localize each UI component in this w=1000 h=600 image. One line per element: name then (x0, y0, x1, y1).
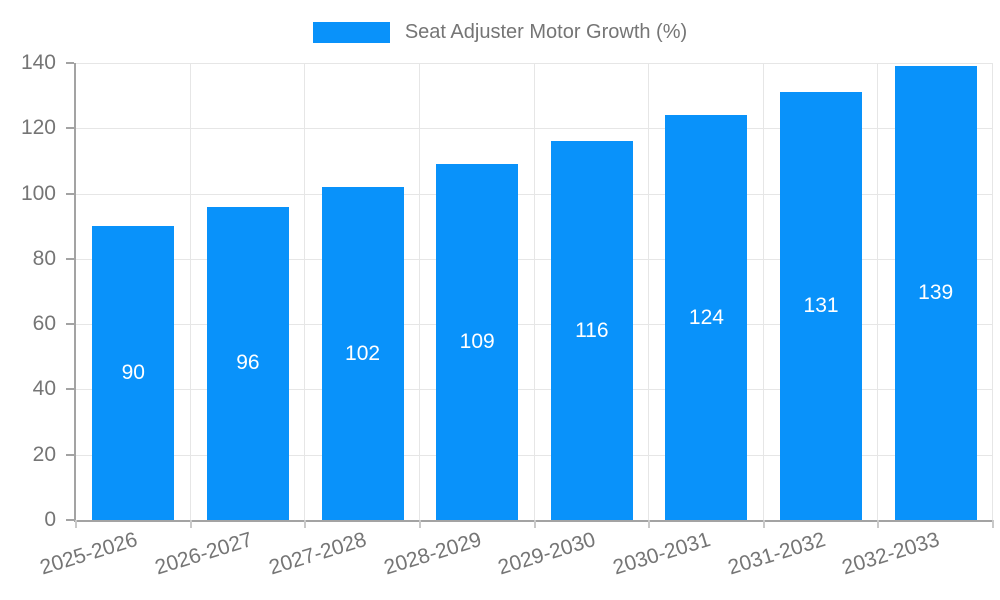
bar-value-label: 102 (345, 341, 381, 365)
y-axis-tick-label: 20 (32, 442, 56, 466)
bar-2030-2031: 124 (665, 115, 748, 520)
bar-2028-2029: 109 (436, 164, 519, 520)
bar-value-label: 96 (236, 351, 260, 375)
x-axis-tick (418, 520, 421, 528)
bar-value-label: 131 (803, 294, 839, 318)
legend-label[interactable]: Seat Adjuster Motor Growth (%) (404, 21, 688, 43)
bar-2032-2033: 139 (894, 66, 977, 520)
y-axis-tick-label: 140 (20, 51, 56, 74)
gridline-horizontal (76, 128, 993, 130)
bar-value-label: 139 (918, 281, 954, 305)
x-axis-tick (648, 520, 651, 528)
x-axis-tick (877, 520, 880, 528)
x-axis-category-label-text: 2032-2033 (839, 528, 943, 580)
gridline-vertical (533, 63, 535, 520)
gridline-vertical (648, 63, 650, 520)
gridline-vertical (304, 63, 306, 520)
y-axis-tick (66, 388, 74, 391)
gridline-vertical (992, 63, 993, 520)
bar-2029-2030: 116 (550, 141, 633, 520)
bar-2026-2027: 96 (206, 206, 289, 520)
bar-value-label: 90 (121, 361, 145, 385)
gridline-horizontal (76, 389, 993, 391)
y-axis-tick (66, 127, 74, 130)
gridline-horizontal (76, 454, 993, 456)
x-axis-tick (533, 520, 536, 528)
gridline-vertical (189, 63, 191, 520)
y-axis-tick-label: 100 (20, 181, 56, 205)
x-axis-category-label-text: 2025-2026 (37, 528, 141, 580)
y-axis-tick-label: 0 (44, 508, 56, 531)
gridline-horizontal (76, 193, 993, 195)
gridline-vertical (762, 63, 764, 520)
x-axis-category-label-text: 2030-2031 (610, 528, 714, 580)
y-axis-tick (66, 453, 74, 456)
plot-area: 0 20 40 60 80 100 120 140 90 2025-2026 96 2026-2027… (21, 51, 994, 579)
x-axis-tick (992, 520, 994, 528)
gridline-horizontal (76, 63, 993, 64)
x-axis-tick (75, 520, 77, 528)
y-axis-tick-label: 40 (32, 377, 56, 401)
gridline-horizontal (76, 324, 993, 326)
bar-value-label: 116 (575, 318, 609, 342)
y-axis-tick-label: 120 (20, 116, 56, 140)
gridline-vertical (418, 63, 420, 520)
x-axis-category-label-text: 2027-2028 (266, 528, 370, 580)
x-axis-category-label-text: 2028-2029 (381, 528, 484, 580)
y-axis-tick (66, 257, 74, 260)
bar-2031-2032: 131 (780, 92, 863, 520)
gridline-vertical (877, 63, 879, 520)
gridline-horizontal (76, 258, 993, 260)
x-axis-tick (189, 520, 192, 528)
y-axis-tick (66, 62, 74, 64)
y-axis-tick (66, 323, 74, 326)
legend-swatch-icon[interactable] (312, 21, 390, 43)
bar-value-label: 109 (459, 330, 495, 354)
x-axis-tick (762, 520, 765, 528)
x-axis-category-label-text: 2029-2030 (495, 528, 599, 580)
y-axis-tick-label: 60 (32, 312, 56, 336)
y-axis-tick-label: 80 (32, 246, 56, 270)
bar-value-label: 124 (688, 305, 724, 329)
x-axis-tick (304, 520, 307, 528)
bar-2025-2026: 90 (92, 226, 175, 520)
x-axis-category-label-text: 2031-2032 (725, 528, 828, 580)
chart-legend: Seat Adjuster Motor Growth (%) (0, 18, 1000, 46)
x-axis-category-label-text: 2026-2027 (151, 528, 255, 580)
y-axis-tick (66, 192, 74, 195)
y-axis-tick (66, 519, 74, 521)
bar-2027-2028: 102 (321, 187, 404, 520)
